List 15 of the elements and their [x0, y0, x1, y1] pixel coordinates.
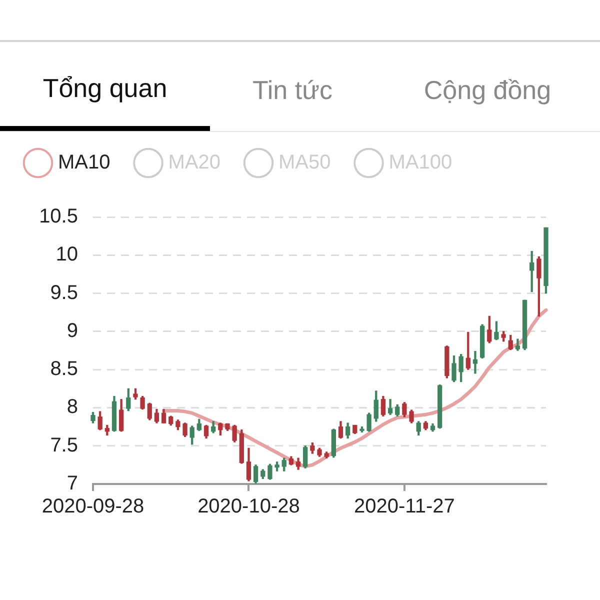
x-tick-label: 2020-10-28 — [198, 496, 300, 518]
y-tick-label: 7 — [66, 472, 78, 495]
x-tick-label: 2020-09-28 — [42, 496, 144, 518]
x-tick-label: 2020-11-27 — [354, 496, 455, 518]
text: Cộng đồng — [422, 74, 552, 107]
y-tick-label: 10 — [56, 244, 78, 266]
y-tick-label: 10.5 — [39, 206, 78, 228]
y-tick-label: 8 — [66, 396, 78, 418]
y-tick-label: 7.5 — [50, 434, 78, 456]
text: Tổng quan — [0, 42, 210, 131]
y-tick-label: 9 — [66, 320, 78, 342]
y-tick-label: 9.5 — [50, 282, 78, 304]
y-tick-label: 8.5 — [50, 358, 78, 380]
legend-label: MA10 — [58, 152, 110, 174]
text: Tin tức — [251, 74, 334, 107]
